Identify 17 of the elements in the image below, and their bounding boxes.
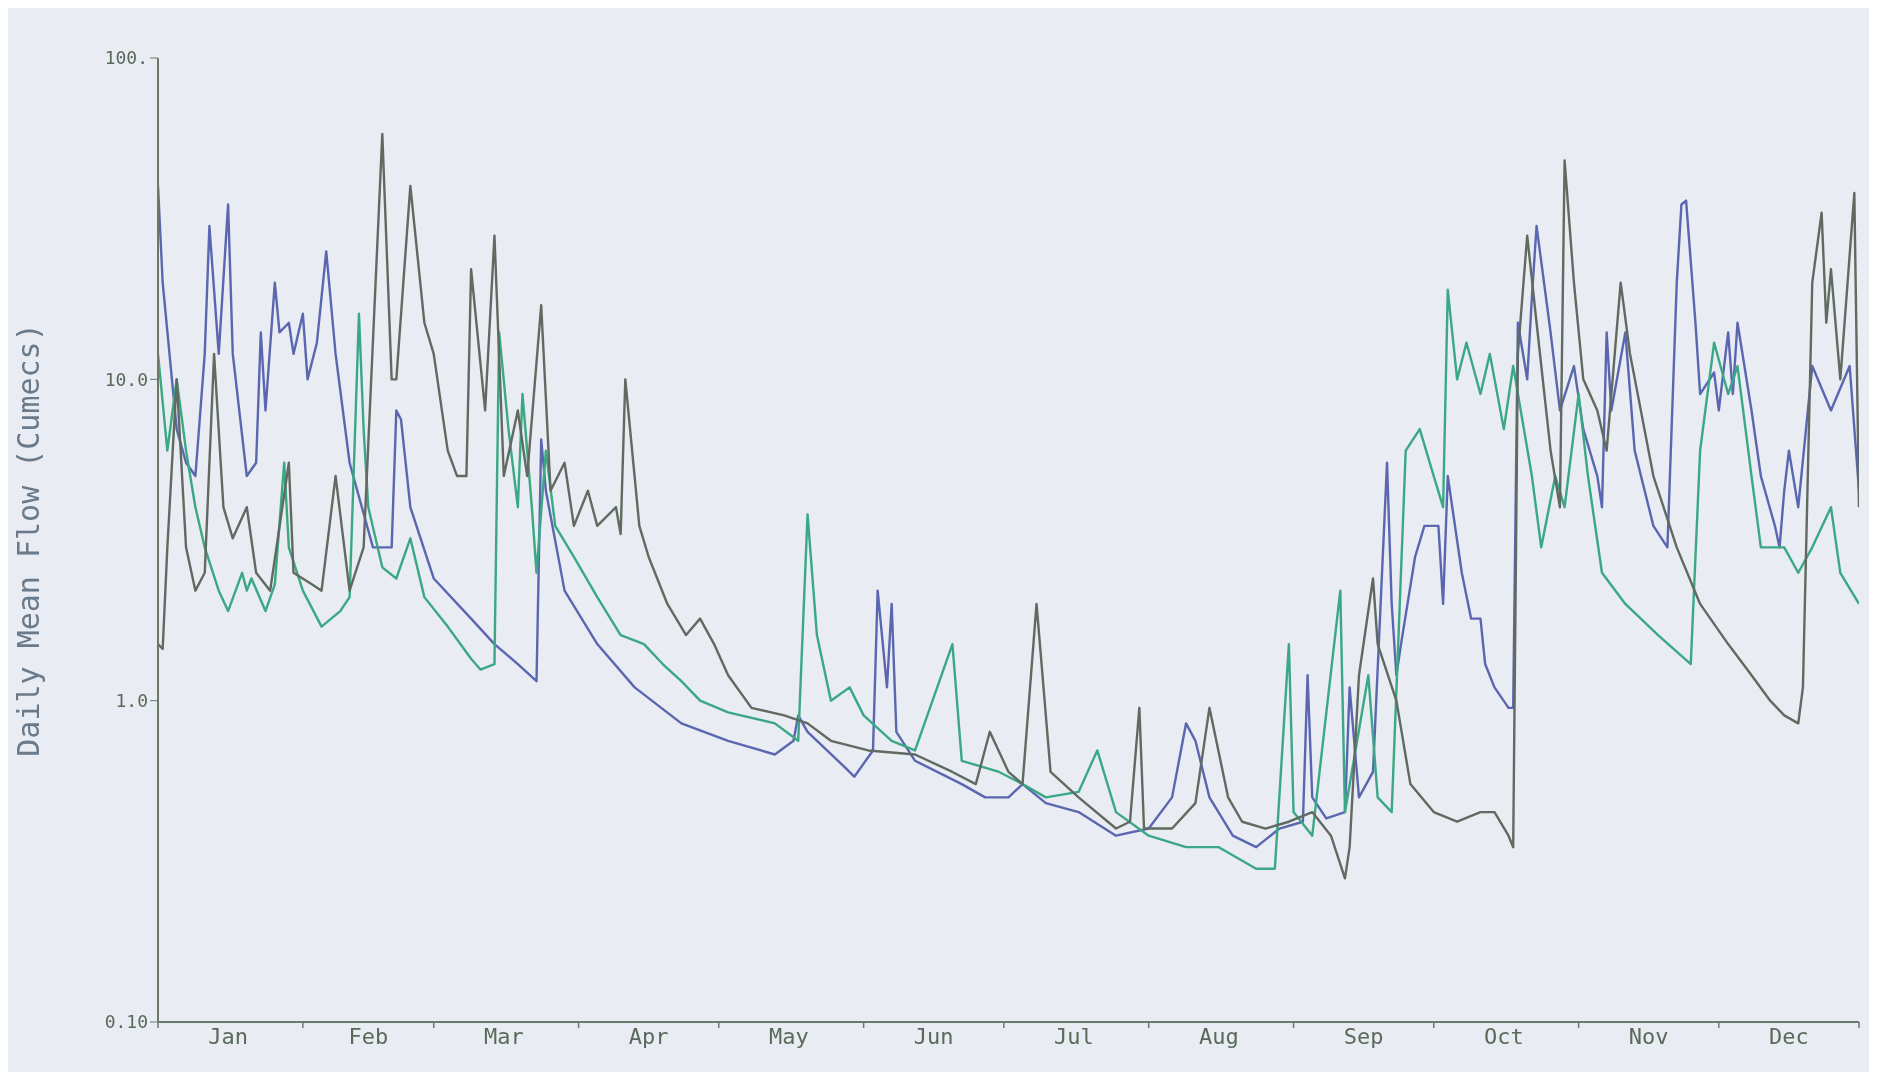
y-tick-label: 0.10 — [104, 1011, 148, 1033]
x-tick-label: May — [768, 1024, 809, 1049]
x-tick-label: Jul — [1054, 1024, 1094, 1049]
x-tick-label: Oct — [1483, 1024, 1524, 1049]
x-tick-label: Dec — [1769, 1024, 1809, 1049]
x-tick-label: Feb — [348, 1024, 389, 1049]
x-tick-label: Jun — [913, 1024, 954, 1049]
x-tick-label: Aug — [1198, 1024, 1239, 1049]
x-tick-label: Mar — [483, 1024, 524, 1049]
y-tick-label: 1.0 — [115, 690, 148, 712]
x-tick-label: Nov — [1628, 1024, 1669, 1049]
x-tick-label: Apr — [628, 1024, 669, 1049]
y-tick-label: 100. — [104, 47, 148, 69]
x-tick-label: Sep — [1343, 1024, 1384, 1049]
x-tick-label: Jan — [208, 1024, 248, 1049]
y-tick-label: 10.0 — [104, 368, 148, 390]
y-axis-title: Daily Mean Flow (Cumecs) — [10, 323, 46, 757]
